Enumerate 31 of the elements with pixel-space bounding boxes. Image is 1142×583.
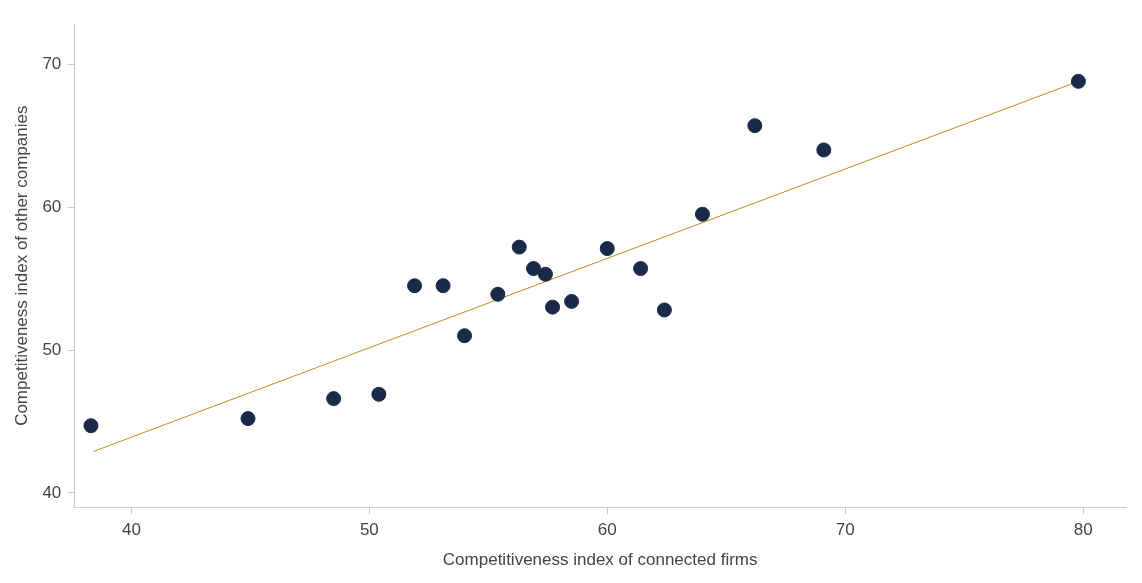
point: [599, 241, 615, 257]
point: [816, 142, 832, 158]
x-tick-label: 60: [597, 520, 617, 540]
point: [435, 278, 451, 294]
x-tick-label: 70: [835, 520, 855, 540]
point: [747, 118, 763, 134]
point: [633, 261, 649, 277]
point: [1070, 73, 1086, 89]
x-tick-label: 80: [1073, 520, 1093, 540]
y-tick-label: 70: [42, 53, 62, 73]
y-tick-label: 50: [42, 339, 62, 359]
x-tick-label: 40: [121, 520, 141, 540]
point: [537, 266, 553, 282]
point: [457, 328, 473, 344]
y-tick-label: 60: [42, 196, 62, 216]
x-axis-title: Competitiveness index of connected firms: [442, 550, 758, 570]
x-tick-label: 50: [359, 520, 379, 540]
y-axis-title: Competitiveness index of other companies: [11, 105, 31, 426]
point: [564, 293, 580, 309]
point: [545, 299, 561, 315]
point: [83, 418, 99, 434]
point: [407, 278, 423, 294]
point: [656, 302, 672, 318]
y-tick-label: 40: [42, 482, 62, 502]
point: [240, 411, 256, 427]
point: [526, 261, 542, 277]
point: [490, 286, 506, 302]
point: [371, 386, 387, 402]
point: [694, 206, 710, 222]
point: [511, 239, 527, 255]
point: [326, 391, 342, 407]
